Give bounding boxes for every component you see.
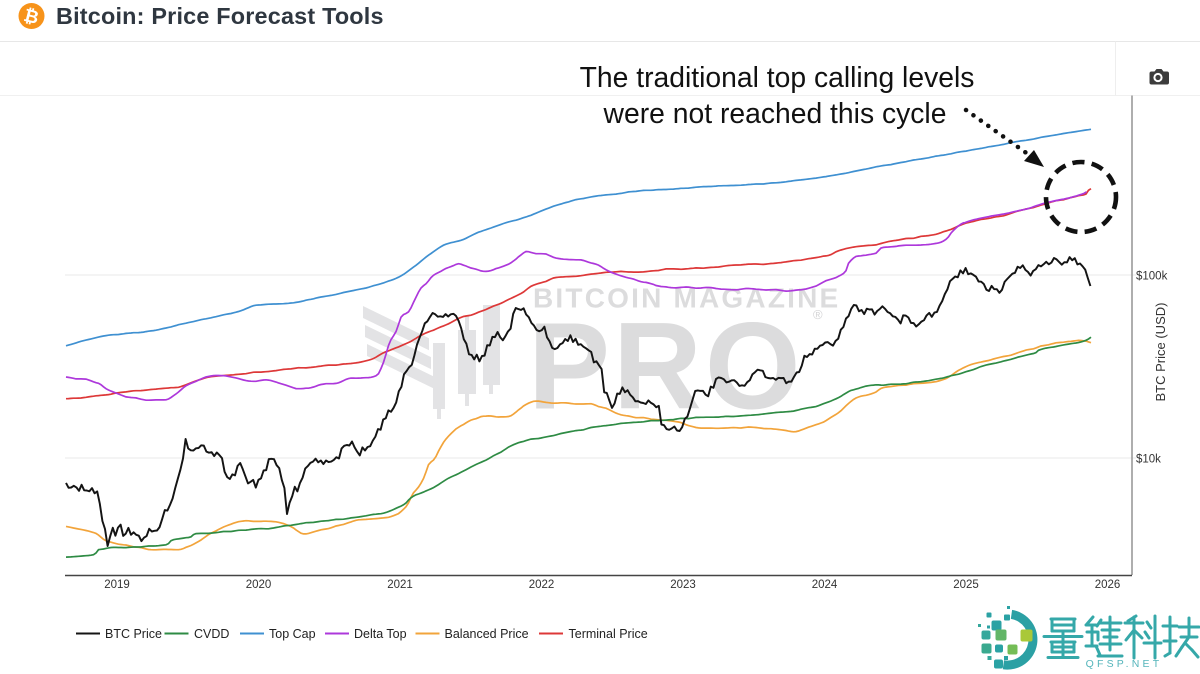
svg-text:₿: ₿ <box>22 5 41 28</box>
svg-text:2019: 2019 <box>104 579 130 591</box>
svg-text:Bitcoin: Price Forecast Tools: Bitcoin: Price Forecast Tools <box>56 3 384 29</box>
svg-text:$100k: $100k <box>1136 271 1168 283</box>
svg-text:2023: 2023 <box>670 579 696 591</box>
svg-text:2021: 2021 <box>387 579 413 591</box>
svg-text:Terminal Price: Terminal Price <box>569 627 648 641</box>
svg-text:2022: 2022 <box>529 579 555 591</box>
svg-text:The traditional top calling le: The traditional top calling levels <box>580 61 975 93</box>
svg-text:2025: 2025 <box>953 579 979 591</box>
svg-text:were not reached this cycle: were not reached this cycle <box>603 97 947 129</box>
svg-text:BTC Price (USD): BTC Price (USD) <box>1153 303 1168 402</box>
svg-text:PRO: PRO <box>528 299 804 436</box>
svg-text:QFSP.NET: QFSP.NET <box>1086 658 1163 670</box>
svg-text:2024: 2024 <box>812 579 838 591</box>
svg-text:2020: 2020 <box>246 579 272 591</box>
svg-text:CVDD: CVDD <box>194 627 229 641</box>
svg-text:BTC Price: BTC Price <box>105 627 162 641</box>
svg-text:2026: 2026 <box>1095 579 1121 591</box>
svg-text:Delta Top: Delta Top <box>354 627 407 641</box>
svg-text:®: ® <box>813 307 823 322</box>
svg-text:Balanced Price: Balanced Price <box>445 627 529 641</box>
svg-text:$10k: $10k <box>1136 454 1161 466</box>
svg-text:Top Cap: Top Cap <box>269 627 316 641</box>
